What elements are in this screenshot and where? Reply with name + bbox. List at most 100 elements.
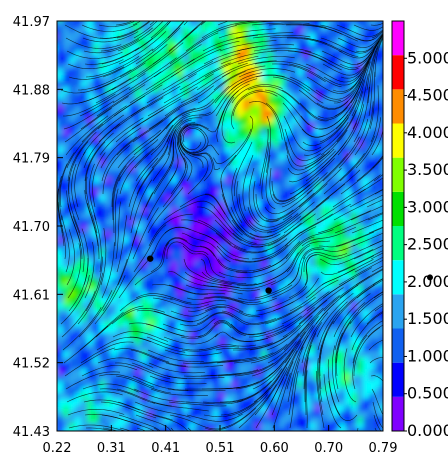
field-cell	[285, 141, 292, 148]
field-cell	[99, 399, 106, 406]
field-cell	[171, 177, 178, 184]
field-cell	[231, 285, 238, 292]
field-cell	[153, 75, 160, 82]
streamline	[153, 310, 209, 322]
field-cell	[201, 27, 208, 34]
field-cell	[159, 399, 166, 406]
field-cell	[381, 309, 383, 316]
field-cell	[159, 147, 166, 154]
field-cell	[177, 285, 184, 292]
field-cell	[255, 285, 262, 292]
field-cell	[195, 309, 202, 316]
field-cell	[87, 39, 94, 46]
field-cell	[117, 135, 124, 142]
field-cell	[363, 219, 370, 226]
field-cell	[87, 309, 94, 316]
field-cell	[81, 27, 88, 34]
field-cell	[225, 213, 232, 220]
field-cell	[267, 309, 274, 316]
field-cell	[297, 345, 304, 352]
streamline	[233, 238, 288, 253]
streamline	[234, 141, 253, 197]
field-cell	[357, 213, 364, 220]
field-cell	[141, 399, 148, 406]
field-cell	[135, 135, 142, 142]
y-tick-label: 41.52	[13, 357, 50, 372]
field-cell	[381, 339, 383, 346]
field-cell	[93, 237, 100, 244]
field-cell	[363, 93, 370, 100]
field-cell	[285, 339, 292, 346]
field-cell	[159, 411, 166, 418]
field-cell	[69, 99, 76, 106]
field-cell	[345, 303, 352, 310]
field-cell	[141, 195, 148, 202]
field-cell	[87, 291, 94, 298]
field-cell	[237, 183, 244, 190]
field-cell	[285, 159, 292, 166]
field-cell	[273, 291, 280, 298]
field-cell	[147, 351, 154, 358]
field-cell	[219, 165, 226, 172]
field-cell	[63, 165, 70, 172]
field-cell	[303, 291, 310, 298]
field-cell	[345, 87, 352, 94]
field-cell	[375, 357, 382, 364]
field-cell	[375, 393, 382, 400]
field-cell	[183, 45, 190, 52]
field-cell	[99, 189, 106, 196]
streamline	[285, 229, 334, 260]
field-cell	[189, 159, 196, 166]
field-cell	[111, 399, 118, 406]
field-cell	[303, 297, 310, 304]
streamline	[265, 192, 315, 222]
streamline	[112, 165, 127, 221]
field-cell	[135, 261, 142, 268]
field-cell	[63, 333, 70, 340]
field-cell	[81, 285, 88, 292]
field-cell	[309, 267, 316, 274]
field-cell	[339, 189, 346, 196]
field-cell	[57, 405, 64, 412]
field-cell	[225, 177, 232, 184]
field-cell	[363, 75, 370, 82]
field-cell	[195, 267, 202, 274]
field-cell	[81, 201, 88, 208]
field-cell	[153, 231, 160, 238]
field-cell	[87, 393, 94, 400]
streamline	[357, 177, 383, 195]
field-cell	[369, 117, 376, 124]
field-cell	[381, 183, 383, 190]
streamline	[237, 284, 293, 301]
field-cell	[381, 171, 383, 178]
field-cell	[351, 393, 358, 400]
field-cell	[171, 69, 178, 76]
field-cell	[141, 45, 148, 52]
field-cell	[159, 393, 166, 400]
field-cell	[171, 297, 178, 304]
streamline	[340, 156, 383, 195]
streamline	[130, 85, 181, 117]
field-cell	[381, 243, 383, 250]
streamline	[65, 371, 121, 390]
field-cell	[345, 27, 352, 34]
field-cell	[81, 435, 88, 442]
field-cell	[237, 237, 244, 244]
field-cell	[315, 105, 322, 112]
field-cell	[267, 243, 274, 250]
field-cell	[327, 147, 334, 154]
streamline	[181, 345, 240, 352]
field-cell	[165, 141, 172, 148]
field-cell	[153, 333, 160, 340]
streamline	[186, 413, 243, 422]
field-cell	[273, 309, 280, 316]
field-cell	[159, 327, 166, 334]
field-cell	[261, 39, 268, 46]
field-cell	[69, 189, 76, 196]
streamline	[372, 156, 383, 169]
field-cell	[201, 351, 208, 358]
field-cell	[375, 195, 382, 202]
field-cell	[147, 357, 154, 364]
field-cell	[237, 279, 244, 286]
field-cell	[345, 393, 352, 400]
